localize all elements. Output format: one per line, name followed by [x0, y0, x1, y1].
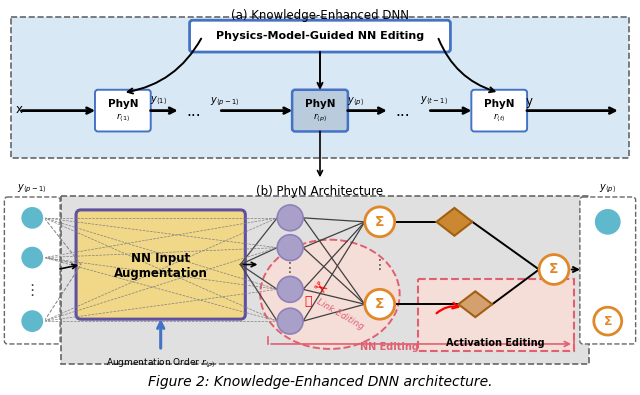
Circle shape — [365, 207, 395, 237]
Text: $r_{\langle 1\rangle}$: $r_{\langle 1\rangle}$ — [116, 111, 130, 124]
Circle shape — [365, 290, 395, 319]
Text: $y_{\langle p\rangle}$: $y_{\langle p\rangle}$ — [347, 96, 364, 108]
Text: Augmentation: Augmentation — [114, 267, 207, 280]
Text: PhyN: PhyN — [108, 99, 138, 109]
FancyArrowPatch shape — [436, 303, 458, 313]
Text: NN Input: NN Input — [131, 252, 190, 265]
Polygon shape — [61, 196, 589, 364]
FancyArrowPatch shape — [271, 341, 569, 346]
Circle shape — [539, 255, 569, 284]
Circle shape — [594, 307, 621, 335]
FancyBboxPatch shape — [189, 20, 451, 52]
FancyArrowPatch shape — [157, 322, 164, 348]
FancyArrowPatch shape — [527, 108, 615, 113]
Text: $r_{\langle t\rangle}$: $r_{\langle t\rangle}$ — [493, 111, 506, 124]
Polygon shape — [417, 279, 574, 351]
Circle shape — [594, 208, 621, 236]
Text: Figure 2: Knowledge-Enhanced DNN architecture.: Figure 2: Knowledge-Enhanced DNN archite… — [148, 375, 492, 389]
Polygon shape — [436, 208, 472, 236]
Text: $y_{\langle 1\rangle}$: $y_{\langle 1\rangle}$ — [150, 95, 167, 108]
FancyArrowPatch shape — [243, 262, 255, 267]
Text: Link Editing: Link Editing — [315, 297, 365, 331]
Text: (b) PhyN Architecture: (b) PhyN Architecture — [257, 185, 383, 198]
Circle shape — [20, 206, 44, 230]
Circle shape — [20, 246, 44, 269]
FancyArrowPatch shape — [348, 108, 384, 113]
FancyArrowPatch shape — [430, 108, 468, 113]
Text: $y_{\langle p\rangle}$: $y_{\langle p\rangle}$ — [599, 182, 616, 195]
Text: Physics-Model-Guided NN Editing: Physics-Model-Guided NN Editing — [216, 31, 424, 41]
Text: ...: ... — [396, 104, 410, 119]
FancyArrowPatch shape — [317, 52, 323, 88]
FancyArrowPatch shape — [150, 108, 175, 113]
Circle shape — [277, 235, 303, 261]
Circle shape — [277, 276, 303, 302]
Text: y: y — [526, 95, 533, 108]
Circle shape — [20, 309, 44, 333]
Ellipse shape — [260, 240, 399, 349]
Text: ...: ... — [187, 104, 201, 119]
Polygon shape — [12, 17, 628, 158]
Circle shape — [594, 307, 621, 335]
FancyBboxPatch shape — [4, 197, 60, 344]
Text: 🔧: 🔧 — [304, 295, 312, 308]
Circle shape — [277, 308, 303, 334]
Text: ✂: ✂ — [309, 276, 331, 299]
Text: $y_{\langle p-1\rangle}$: $y_{\langle p-1\rangle}$ — [17, 182, 47, 195]
Text: $y_{\langle p-1\rangle}$: $y_{\langle p-1\rangle}$ — [211, 96, 240, 108]
FancyArrowPatch shape — [221, 108, 289, 113]
Text: Σ: Σ — [549, 263, 559, 276]
Text: Σ: Σ — [375, 297, 385, 311]
FancyArrowPatch shape — [572, 267, 578, 272]
Text: Augmentation Order $r_{\langle p\rangle}$: Augmentation Order $r_{\langle p\rangle}… — [106, 357, 216, 370]
FancyArrowPatch shape — [438, 39, 495, 92]
Text: PhyN: PhyN — [484, 99, 515, 109]
Text: Σ: Σ — [375, 215, 385, 229]
Text: $r_{\langle p\rangle}$: $r_{\langle p\rangle}$ — [313, 111, 327, 124]
Text: Activation Editing: Activation Editing — [447, 338, 545, 348]
Text: ⋮: ⋮ — [373, 258, 387, 272]
Polygon shape — [458, 292, 492, 317]
FancyArrowPatch shape — [317, 131, 323, 175]
FancyArrowPatch shape — [128, 39, 201, 94]
Text: (a) Knowledge-Enhanced DNN: (a) Knowledge-Enhanced DNN — [231, 9, 409, 23]
Text: Σ: Σ — [604, 315, 612, 327]
Text: $y_{\langle t-1\rangle}$: $y_{\langle t-1\rangle}$ — [420, 95, 447, 108]
Text: PhyN: PhyN — [305, 99, 335, 109]
FancyBboxPatch shape — [292, 90, 348, 132]
FancyBboxPatch shape — [471, 90, 527, 132]
Text: ⋮: ⋮ — [283, 261, 297, 275]
FancyArrowPatch shape — [60, 264, 77, 269]
FancyArrowPatch shape — [22, 108, 92, 113]
FancyBboxPatch shape — [580, 197, 636, 344]
FancyBboxPatch shape — [76, 210, 245, 319]
Text: x: x — [15, 103, 22, 116]
FancyBboxPatch shape — [95, 90, 151, 132]
Text: ⋮: ⋮ — [24, 283, 40, 298]
Circle shape — [277, 205, 303, 231]
Text: NN Editing: NN Editing — [360, 342, 419, 352]
